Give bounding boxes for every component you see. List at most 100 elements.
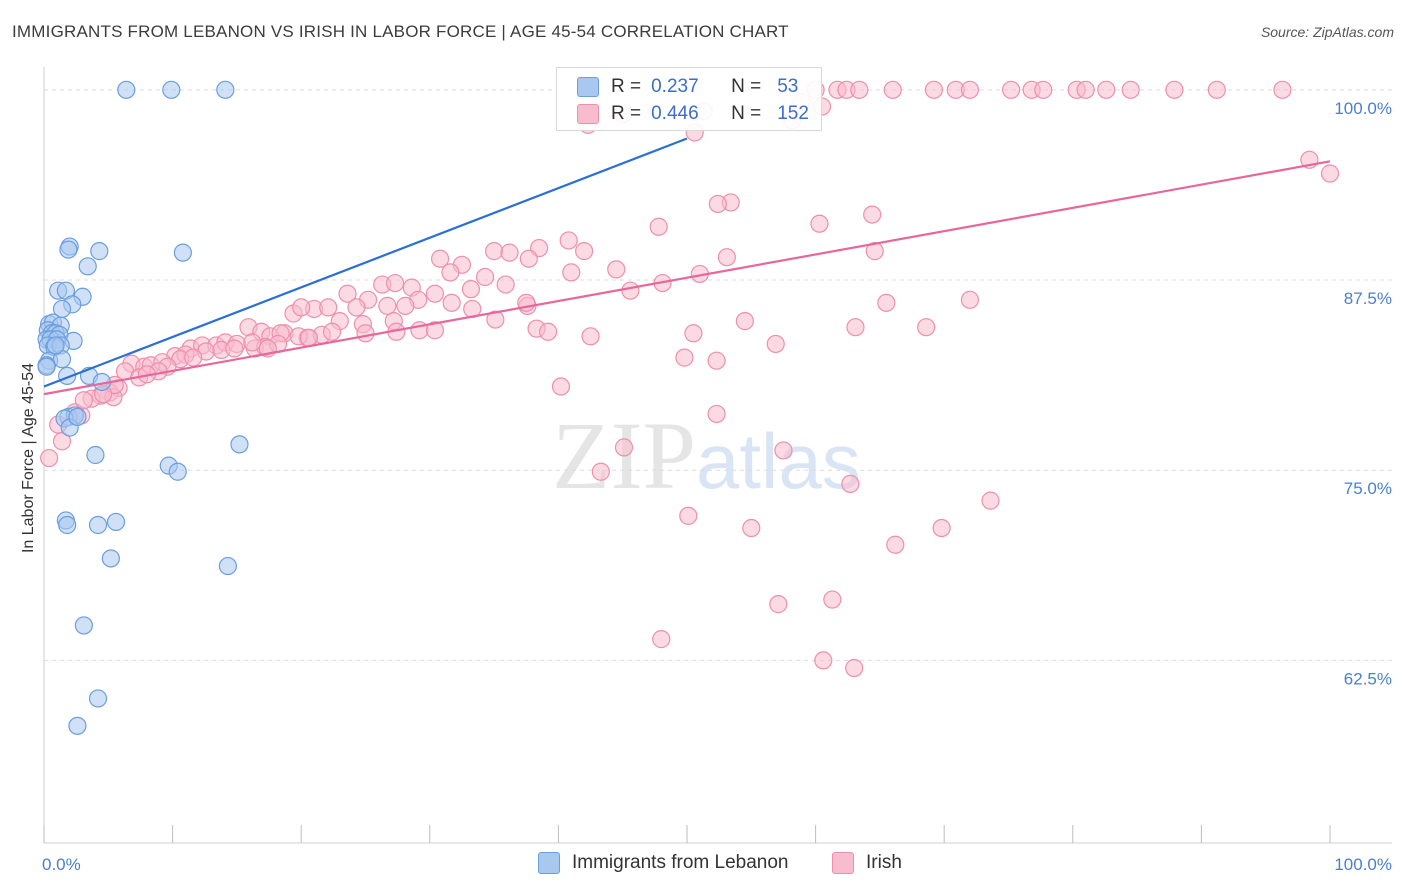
irish-point: [40, 448, 59, 468]
irish-point: [924, 80, 944, 99]
irish-point: [810, 214, 829, 233]
n-value: 152: [777, 103, 809, 124]
irish-point: [338, 284, 357, 303]
irish-point: [52, 432, 72, 451]
irish-point: [430, 249, 450, 268]
irish-point: [823, 590, 842, 609]
watermark: ZIPatlas: [552, 400, 861, 511]
irish-point: [652, 630, 671, 649]
correlation-legend: R = 0.237 N = 53 R = 0.446 N = 152: [556, 67, 822, 131]
irish-point: [649, 217, 668, 236]
lebanon-point: [37, 357, 56, 376]
lebanon-trend-line: [43, 137, 688, 388]
r-value: 0.237: [651, 76, 699, 97]
irish-point: [347, 298, 366, 317]
lebanon-point: [46, 336, 65, 355]
irish-point: [850, 80, 869, 99]
irish-point: [486, 310, 505, 329]
irish-point: [814, 651, 833, 670]
r-label: R =: [611, 76, 642, 97]
irish-point: [575, 242, 594, 261]
legend-row-lebanon: R = 0.237 N = 53: [577, 75, 798, 99]
n-label: N =: [731, 103, 762, 124]
lebanon-point: [68, 407, 87, 427]
lebanon-point: [74, 616, 93, 635]
irish-point: [960, 290, 980, 309]
irish-point: [1320, 164, 1340, 183]
irish-point: [496, 275, 515, 294]
y-axis-label: In Labor Force | Age 45-54: [20, 363, 37, 553]
irish-point: [1097, 80, 1116, 99]
irish-point: [378, 296, 397, 315]
irish-point: [877, 293, 896, 312]
irish-point: [1001, 80, 1021, 99]
lebanon-point: [59, 240, 78, 259]
irish-point: [981, 491, 1000, 510]
irish-point: [865, 242, 884, 261]
irish-point: [917, 318, 936, 337]
irish-point: [1034, 80, 1053, 99]
irish-point: [742, 518, 761, 538]
series-legend: Immigrants from Lebanon Irish: [0, 852, 1406, 878]
irish-point: [319, 298, 338, 317]
irish-point: [675, 348, 694, 367]
irish-point: [863, 205, 882, 224]
irish-legend-swatch: [832, 852, 854, 874]
irish-point: [475, 267, 495, 287]
chart-title: IMMIGRANTS FROM LEBANON VS IRISH IN LABO…: [12, 22, 789, 41]
irish-point: [581, 327, 600, 346]
irish-point: [717, 248, 736, 267]
x-tick-label: 100.0%: [1334, 855, 1392, 874]
irish-point: [299, 328, 319, 347]
n-label: N =: [731, 76, 762, 97]
irish-point: [292, 298, 311, 317]
legend-item-irish[interactable]: Irish: [832, 852, 902, 874]
lebanon-legend-swatch: [538, 852, 560, 874]
gridlines: [44, 89, 1392, 661]
irish-swatch: [577, 104, 599, 124]
irish-point: [425, 284, 445, 303]
x-tick-label: 0.0%: [42, 855, 81, 874]
legend-item-lebanon[interactable]: Immigrants from Lebanon: [538, 852, 789, 874]
irish-point: [766, 334, 785, 354]
irish-point: [841, 474, 860, 494]
y-tick-label: 87.5%: [1344, 289, 1392, 308]
lebanon-point: [68, 716, 87, 735]
source-note: Source: ZipAtlas.com: [1260, 24, 1394, 40]
lebanon-point: [88, 515, 108, 535]
irish-point: [591, 462, 610, 481]
lebanon-point: [88, 689, 108, 708]
irish-point: [614, 438, 634, 457]
irish-points: [40, 80, 1340, 678]
irish-point: [184, 348, 203, 367]
irish-point: [886, 535, 905, 554]
y-tick-label: 75.0%: [1344, 479, 1392, 498]
r-label: R =: [611, 103, 642, 124]
lebanon-point: [78, 257, 97, 276]
irish-point: [679, 506, 698, 525]
lebanon-point: [90, 242, 109, 261]
lebanon-point: [106, 512, 126, 532]
irish-point: [519, 249, 538, 268]
lebanon-points: [37, 80, 249, 735]
trend-lines: [43, 137, 1331, 396]
irish-point: [621, 281, 640, 300]
lebanon-point: [58, 515, 77, 535]
lebanon-point: [216, 80, 235, 99]
irish-point: [441, 263, 460, 282]
irish-point: [562, 263, 581, 282]
irish-point: [708, 194, 727, 214]
irish-point: [425, 321, 445, 340]
lebanon-point: [218, 556, 237, 576]
irish-point: [845, 658, 864, 678]
irish-point: [442, 293, 461, 312]
y-tick-label: 62.5%: [1344, 669, 1392, 688]
irish-point: [551, 377, 571, 396]
irish-point: [559, 231, 578, 250]
irish-point: [539, 322, 558, 341]
irish-point: [396, 296, 415, 315]
irish-point: [846, 318, 865, 337]
irish-point: [385, 273, 405, 293]
lebanon-point: [162, 80, 181, 99]
irish-point: [607, 260, 626, 279]
